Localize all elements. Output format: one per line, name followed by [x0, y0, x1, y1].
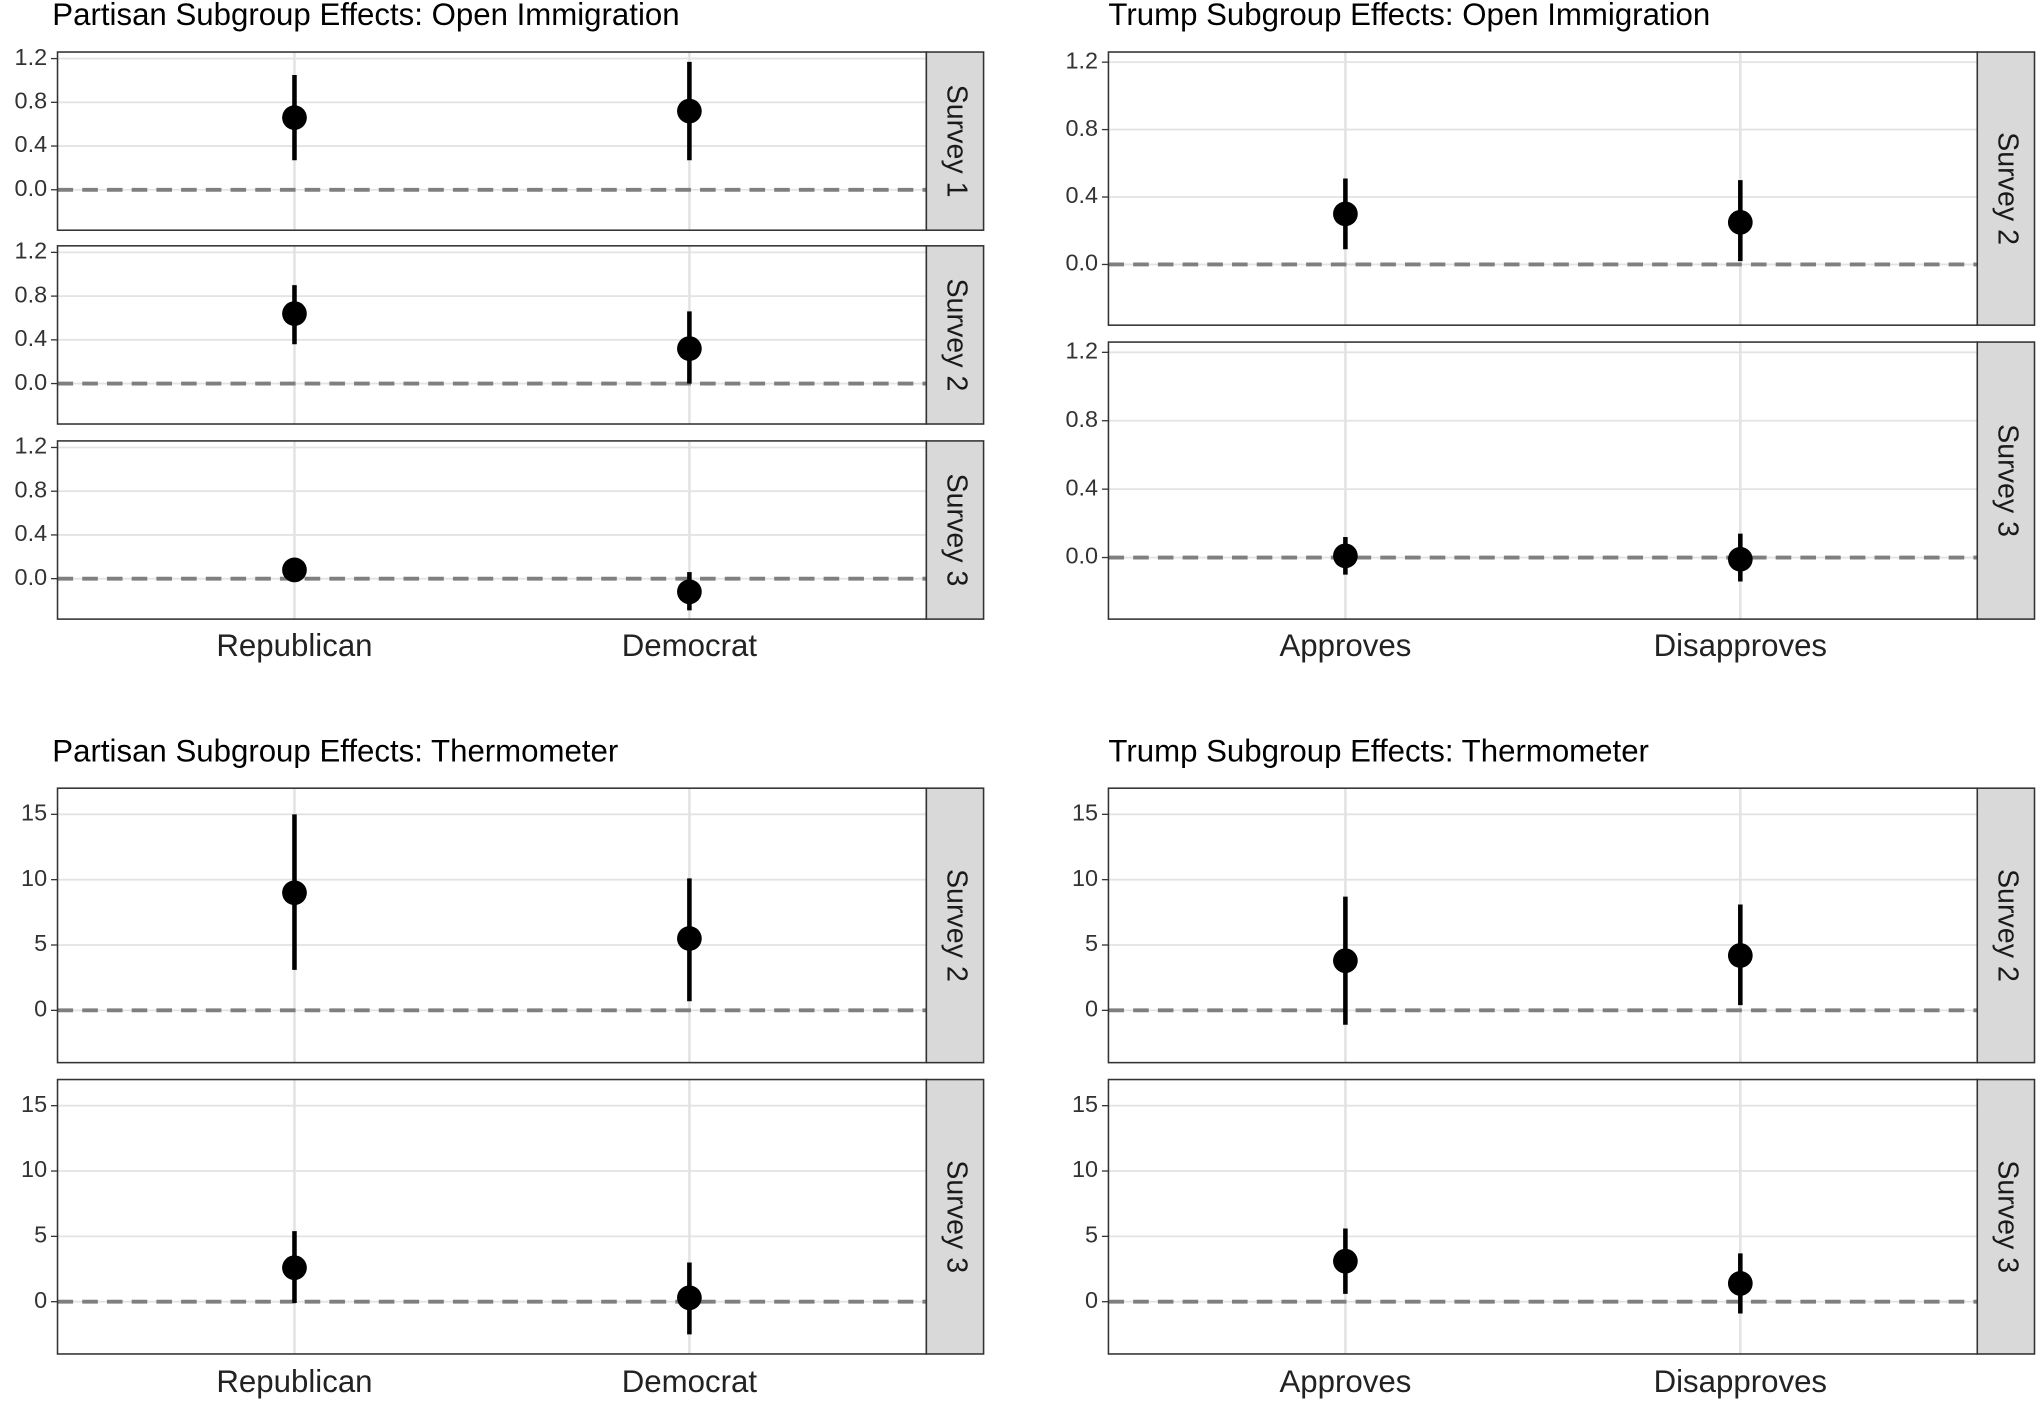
x-tick-label: Approves — [1279, 1364, 1411, 1399]
x-tick-label: Disapproves — [1654, 628, 1827, 663]
strip-label: Survey 2 — [940, 278, 972, 391]
y-tick-label: 0.8 — [15, 476, 48, 502]
y-tick-label: 15 — [1072, 1091, 1098, 1117]
panel-background — [57, 52, 927, 231]
y-tick-label: 0.4 — [15, 131, 48, 157]
strip-label: Survey 1 — [940, 85, 972, 198]
strip-label: Survey 3 — [940, 474, 972, 587]
y-tick-label: 15 — [1072, 800, 1098, 826]
strip-background — [1976, 51, 2036, 326]
y-tick-label: 0 — [34, 996, 47, 1022]
strip-label: Survey 3 — [1991, 424, 2023, 537]
point — [1727, 209, 1753, 235]
y-tick-label: 10 — [1072, 865, 1098, 891]
chart-title: Trump Subgroup Effects: Open Immigration — [1108, 0, 1710, 32]
strip-background — [1976, 341, 2036, 620]
chart-title: Partisan Subgroup Effects: Open Immigrat… — [52, 0, 679, 32]
y-tick-label: 0.8 — [1065, 406, 1098, 432]
y-tick-label: 0 — [1085, 1287, 1098, 1313]
point — [1333, 543, 1358, 569]
panel-background — [57, 1079, 927, 1354]
strip-label: Survey 3 — [940, 1160, 972, 1273]
y-tick-label: 10 — [21, 1156, 47, 1182]
y-tick-label: 0.4 — [1065, 182, 1098, 208]
panel-background — [1108, 342, 1978, 620]
point — [1727, 1271, 1753, 1296]
strip-label: Survey 3 — [1991, 1160, 2023, 1273]
point — [1333, 948, 1358, 974]
point — [282, 880, 307, 906]
y-tick-label: 0.8 — [15, 281, 48, 307]
chart-panel-group: Trump Subgroup Effects: Thermometer 0 5 10 1… — [1072, 733, 2036, 1399]
point — [677, 336, 702, 361]
point — [1727, 943, 1753, 968]
y-tick-label: 15 — [21, 1091, 47, 1117]
chart-panel-group: Trump Subgroup Effects: Open Immigration… — [1065, 0, 2036, 663]
y-tick-label: 1.2 — [15, 238, 48, 264]
y-tick-label: 10 — [1072, 1156, 1098, 1182]
y-tick-label: 0.4 — [15, 325, 48, 351]
point — [677, 1285, 702, 1311]
point — [282, 105, 307, 130]
strip-background — [925, 787, 985, 1064]
y-tick-label: 0.0 — [1065, 543, 1098, 569]
x-tick-label: Approves — [1279, 628, 1411, 663]
point — [282, 301, 307, 326]
chart-panel-group: Partisan Subgroup Effects: Thermometer 0 5… — [21, 733, 985, 1399]
point — [1333, 201, 1358, 227]
point — [677, 98, 702, 124]
chart-panel-group: Partisan Subgroup Effects: Open Immigrat… — [15, 0, 985, 663]
y-tick-label: 0.0 — [15, 564, 48, 590]
y-tick-label: 0.4 — [15, 520, 48, 546]
strip-background — [925, 1078, 985, 1355]
x-tick-label: Democrat — [622, 1364, 758, 1399]
strip-background — [925, 51, 985, 231]
y-tick-label: 15 — [21, 800, 47, 826]
strip-label: Survey 2 — [1991, 132, 2023, 245]
y-tick-label: 1.2 — [15, 44, 48, 70]
panel-background — [57, 788, 927, 1063]
y-tick-label: 0.0 — [15, 175, 48, 201]
strip-label: Survey 2 — [1991, 869, 2023, 982]
point — [677, 926, 702, 951]
y-tick-label: 1.2 — [1065, 338, 1098, 364]
x-tick-label: Republican — [216, 1364, 372, 1399]
y-tick-label: 1.2 — [15, 433, 48, 459]
y-tick-label: 1.2 — [1065, 47, 1098, 73]
chart-title: Partisan Subgroup Effects: Thermometer — [52, 733, 618, 768]
point — [1333, 1248, 1358, 1274]
panel-background — [1108, 52, 1978, 326]
strip-background — [1976, 787, 2036, 1064]
strip-background — [925, 245, 985, 425]
strip-label: Survey 2 — [940, 869, 972, 982]
strip-background — [925, 440, 985, 620]
point — [282, 557, 307, 583]
panel-background — [1108, 1079, 1978, 1354]
y-tick-label: 5 — [1085, 1222, 1098, 1248]
y-tick-label: 5 — [34, 1222, 47, 1248]
strip-background — [1976, 1078, 2036, 1355]
y-tick-label: 0.8 — [1065, 115, 1098, 141]
chart-title: Trump Subgroup Effects: Thermometer — [1108, 733, 1649, 768]
point — [282, 1255, 307, 1281]
panel-background — [57, 245, 927, 425]
y-tick-label: 0 — [34, 1287, 47, 1313]
y-tick-label: 0.4 — [1065, 474, 1098, 500]
x-tick-label: Democrat — [622, 628, 758, 663]
x-tick-label: Disapproves — [1654, 1364, 1827, 1399]
y-tick-label: 5 — [34, 930, 47, 956]
y-tick-label: 0.0 — [1065, 250, 1098, 276]
x-tick-label: Republican — [216, 628, 372, 663]
panel-background — [1108, 788, 1978, 1063]
point — [1727, 546, 1753, 572]
y-tick-label: 0 — [1085, 996, 1098, 1022]
panel-background — [57, 440, 927, 620]
y-tick-label: 0.0 — [15, 369, 48, 395]
y-tick-label: 5 — [1085, 930, 1098, 956]
point — [677, 579, 702, 605]
y-tick-label: 10 — [21, 865, 47, 891]
y-tick-label: 0.8 — [15, 87, 48, 113]
